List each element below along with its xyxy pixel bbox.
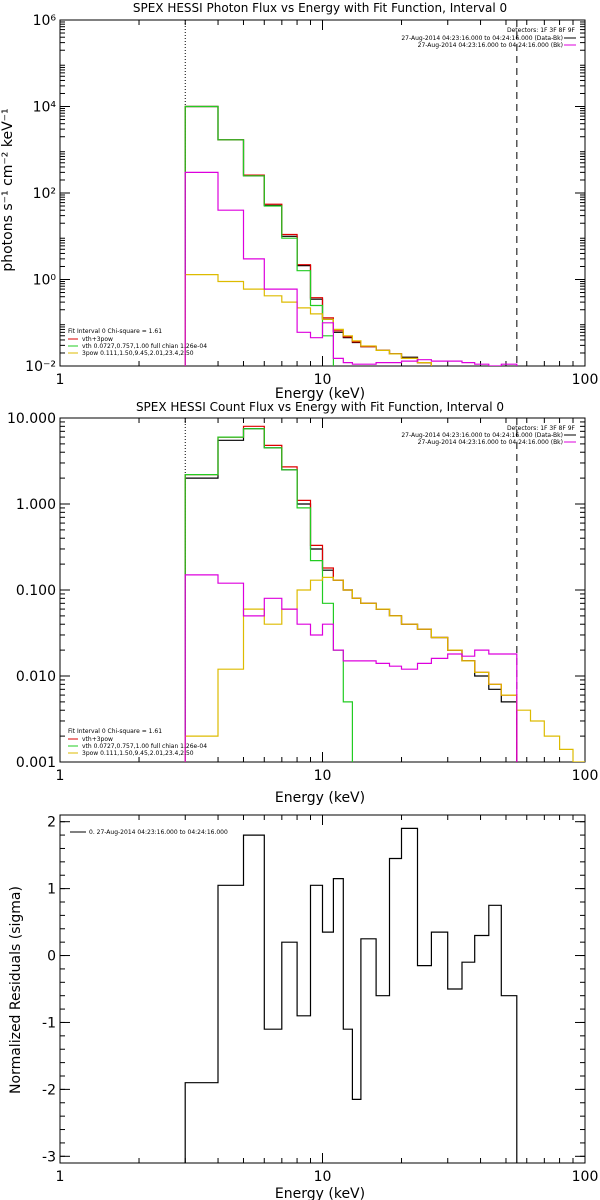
count-flux-series-total [184, 425, 518, 762]
photon-flux-series-observed [184, 105, 432, 366]
photon-flux-y-tick-label: 10⁻² [25, 359, 56, 375]
count-flux-legend-total-label: vth+3pow [82, 736, 113, 743]
residuals-y-tick-label: 1 [47, 882, 56, 898]
photon-flux-series-background [184, 171, 518, 366]
count-flux-legend-bk-label: 27-Aug-2014 04:23:16.000 to 04:24:16.000… [418, 439, 563, 446]
residuals-x-tick-label: 10 [314, 1169, 332, 1185]
photon-flux-y-tick-label: 10⁴ [33, 100, 57, 116]
photon-flux-series-total [184, 105, 432, 366]
count-flux-x-axis-label: Energy (keV) [275, 790, 365, 806]
residuals-y-tick-label: 2 [47, 815, 56, 831]
residuals-y-tick-label: -1 [42, 1015, 56, 1031]
count-flux-fit-info: Fit Interval 0 Chi-square = 1.61 [68, 728, 162, 735]
photon-flux-series-thermal [184, 105, 334, 366]
residuals-legend-label: 0. 27-Aug-2014 04:23:16.000 to 04:24:16.… [89, 829, 228, 836]
count-flux-series-background [184, 574, 518, 762]
count-flux-y-tick-label: 0.010 [16, 669, 56, 685]
residuals-plot: 1 10 100 -3 -2 -1 0 1 2 [42, 814, 599, 1185]
count-flux-detectors-label: Detectors: 1F 3F 8F 9F [507, 425, 576, 432]
count-flux-y-tick-label: 0.001 [16, 755, 56, 771]
count-flux-y-tick-label: 10.000 [7, 411, 56, 427]
residuals-x-tick-label: 100 [572, 1169, 599, 1185]
photon-flux-legend-data-label: 27-Aug-2014 04:23:16.000 to 04:24:16.000… [401, 35, 563, 42]
count-flux-x-tick-label: 100 [572, 768, 599, 784]
photon-flux-panel: SPEX HESSI Photon Flux vs Energy with Fi… [0, 1, 598, 402]
count-flux-legend-top-right: Detectors: 1F 3F 8F 9F 27-Aug-2014 04:23… [401, 425, 576, 446]
count-flux-title: SPEX HESSI Count Flux vs Energy with Fit… [136, 400, 504, 414]
count-flux-legend-thermal-label: vth 0.0727,0.757,1.00 full chian 1.26e-0… [82, 743, 207, 750]
photon-flux-y-tick-label: 10⁶ [33, 13, 57, 29]
photon-flux-plot: 1 10 100 10⁻² 10⁰ 10² 10⁴ 10⁶ [25, 13, 598, 388]
photon-flux-legend-bottom-left: Fit Interval 0 Chi-square = 1.61 vth+3po… [68, 328, 207, 357]
count-flux-legend-data-label: 27-Aug-2014 04:23:16.000 to 04:24:16.000… [401, 432, 563, 439]
photon-flux-detectors-label: Detectors: 1F 3F 8F 9F [507, 27, 576, 34]
residuals-y-tick-label: -2 [42, 1082, 56, 1098]
count-flux-panel: SPEX HESSI Count Flux vs Energy with Fit… [7, 400, 598, 806]
count-flux-x-tick-label: 1 [56, 768, 65, 784]
count-flux-series-thermal [184, 428, 353, 762]
photon-flux-x-tick-label: 1 [56, 372, 65, 388]
photon-flux-x-axis-label: Energy (keV) [275, 386, 365, 402]
residuals-plot-frame [59, 814, 586, 1164]
photon-flux-x-tick-label: 10 [314, 372, 332, 388]
photon-flux-x-tick-label: 100 [572, 372, 599, 388]
residuals-x-axis-label: Energy (keV) [275, 1186, 365, 1200]
residuals-series-observed [184, 827, 518, 1163]
residuals-x-tick-label: 1 [56, 1169, 65, 1185]
photon-flux-fit-info: Fit Interval 0 Chi-square = 1.61 [68, 328, 162, 335]
residuals-panel: 1 10 100 -3 -2 -1 0 1 2 Energy (keV) Normalized … [8, 814, 599, 1200]
count-flux-legend-powerlaw-label: 3pow 0.111,1.50,9.45,2.01,23.4,2.50 [82, 750, 194, 757]
photon-flux-y-tick-label: 10² [33, 186, 56, 202]
photon-flux-legend-thermal-label: vth 0.0727,0.757,1.00 full chian 1.26e-0… [82, 343, 207, 350]
photon-flux-series-powerlaw [184, 274, 432, 366]
residuals-legend: 0. 27-Aug-2014 04:23:16.000 to 04:24:16.… [70, 829, 228, 836]
photon-flux-legend-bk-label: 27-Aug-2014 04:23:16.000 to 04:24:16.000… [418, 42, 563, 49]
photon-flux-legend-total-label: vth+3pow [82, 336, 113, 343]
count-flux-legend-bottom-left: Fit Interval 0 Chi-square = 1.61 vth+3po… [68, 728, 207, 757]
count-flux-y-tick-label: 0.100 [16, 583, 56, 599]
residuals-y-tick-label: -3 [42, 1149, 56, 1165]
count-flux-y-tick-label: 1.000 [16, 497, 56, 513]
residuals-y-tick-label: 0 [47, 949, 56, 965]
photon-flux-y-tick-label: 10⁰ [33, 273, 57, 289]
photon-flux-legend-powerlaw-label: 3pow 0.111,1.50,9.45,2.01,23.4,2.50 [82, 350, 194, 357]
residuals-y-axis-label: Normalized Residuals (sigma) [8, 886, 24, 1094]
photon-flux-title: SPEX HESSI Photon Flux vs Energy with Fi… [133, 1, 507, 15]
photon-flux-legend-top-right: Detectors: 1F 3F 8F 9F 27-Aug-2014 04:23… [401, 27, 576, 49]
count-flux-plot: 1 10 100 0.001 0.010 0.100 1.000 10.000 [7, 411, 598, 784]
count-flux-series-powerlaw [184, 576, 585, 762]
count-flux-x-tick-label: 10 [314, 768, 332, 784]
photon-flux-y-axis-label: photons s⁻¹ cm⁻² keV⁻¹ [0, 108, 16, 271]
count-flux-series-observed [184, 428, 518, 762]
